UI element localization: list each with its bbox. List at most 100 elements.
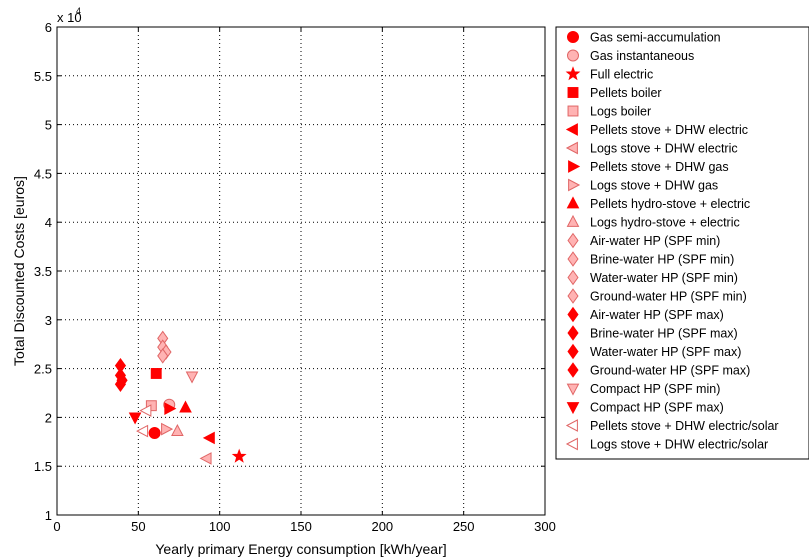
data-point	[199, 452, 212, 465]
legend-label: Pellets stove + DHW gas	[590, 160, 729, 174]
legend-label: Pellets stove + DHW electric	[590, 123, 748, 137]
y-tick-label: 2	[45, 410, 52, 425]
x-tick-label: 300	[534, 519, 556, 534]
legend-item: Ground-water HP (SPF min)	[567, 288, 747, 304]
y-tick-label: 3	[45, 313, 52, 328]
legend-marker	[565, 419, 578, 432]
y-tick-label: 5.5	[34, 69, 52, 84]
legend-item: Air-water HP (SPF min)	[567, 232, 720, 249]
legend-item: Logs stove + DHW electric	[565, 141, 738, 156]
legend-label: Water-water HP (SPF max)	[590, 345, 741, 359]
legend-label: Pellets stove + DHW electric/solar	[590, 419, 779, 433]
legend-item: Full electric	[565, 66, 653, 82]
legend-label: Ground-water HP (SPF min)	[590, 290, 747, 304]
legend-label: Logs stove + DHW electric	[590, 142, 738, 156]
x-tick-label: 150	[290, 519, 312, 534]
legend-marker	[567, 362, 579, 378]
legend-marker	[568, 178, 581, 192]
legend-item: Pellets stove + DHW electric/solar	[565, 419, 779, 433]
legend-item: Ground-water HP (SPF max)	[567, 362, 750, 378]
legend-label: Air-water HP (SPF max)	[590, 308, 724, 322]
y-tick-label: 6	[45, 20, 52, 35]
legend-item: Air-water HP (SPF max)	[567, 306, 724, 323]
legend-marker	[565, 123, 578, 136]
data-point	[171, 423, 184, 436]
legend-item: Brine-water HP (SPF max)	[567, 325, 738, 341]
x-tick-label: 250	[453, 519, 475, 534]
y-tick-label: 2.5	[34, 362, 52, 377]
data-point	[157, 348, 169, 364]
legend-marker	[567, 232, 579, 249]
data-point	[136, 424, 149, 438]
x-axis-label: Yearly primary Energy consumption [kWh/y…	[155, 541, 446, 557]
data-point	[161, 422, 174, 436]
legend-item: Logs hydro-stove + electric	[566, 214, 740, 230]
legend-marker	[567, 306, 579, 323]
legend-item: Brine-water HP (SPF min)	[567, 251, 734, 267]
legend-item: Logs stove + DHW electric/solar	[565, 437, 768, 452]
legend-marker	[567, 105, 579, 117]
legend-marker	[567, 31, 579, 43]
data-point	[150, 368, 162, 379]
legend-box	[555, 26, 809, 460]
data-point	[164, 402, 177, 415]
legend-label: Logs boiler	[590, 105, 651, 119]
legend-marker	[566, 402, 580, 415]
legend-marker	[567, 251, 579, 267]
data-point	[114, 376, 127, 392]
legend-marker	[567, 269, 579, 286]
y-tick-label: 5	[45, 118, 52, 133]
legend-marker	[567, 87, 579, 98]
legend-item: Water-water HP (SPF min)	[567, 269, 738, 286]
legend-item: Compact HP (SPF min)	[566, 382, 720, 396]
data-point	[128, 412, 142, 425]
legend-label: Brine-water HP (SPF min)	[590, 253, 734, 267]
legend-label: Brine-water HP (SPF max)	[590, 327, 738, 341]
y-exponent-power: 4	[76, 6, 81, 16]
y-axis-label: Total Discounted Costs [euros]	[11, 176, 27, 366]
x-tick-label: 100	[209, 519, 231, 534]
legend-marker	[567, 325, 579, 341]
axis-ticks: 0 50 100 150 200 250 300 1 1.5 2 2.5 3 3.5 4 4.5 5 5.5 6	[34, 20, 556, 534]
data-markers	[114, 330, 247, 465]
legend-marker	[568, 160, 581, 173]
legend-item: Logs boiler	[567, 105, 651, 119]
legend-marker	[566, 196, 580, 209]
legend-label: Pellets hydro-stove + electric	[590, 197, 750, 211]
legend-label: Logs stove + DHW gas	[590, 179, 718, 193]
y-tick-label: 4.5	[34, 166, 52, 181]
legend-item: Compact HP (SPF max)	[566, 401, 724, 415]
legend-item: Water-water HP (SPF max)	[567, 343, 741, 360]
legend-label: Pellets boiler	[590, 86, 662, 100]
y-tick-label: 1.5	[34, 459, 52, 474]
legend-item: Pellets boiler	[567, 86, 662, 100]
legend-marker	[567, 288, 579, 304]
legend-item: Gas instantaneous	[567, 49, 694, 63]
data-point	[179, 400, 192, 413]
data-point	[148, 427, 161, 440]
x-tick-label: 200	[371, 519, 393, 534]
data-point	[231, 448, 247, 463]
data-point	[202, 431, 215, 445]
legend-marker	[567, 49, 579, 62]
x-tick-label: 0	[53, 519, 60, 534]
x-tick-label: 50	[131, 519, 145, 534]
data-point	[185, 371, 199, 384]
legend-marker	[565, 141, 578, 155]
legend-label: Air-water HP (SPF min)	[590, 234, 720, 248]
legend-label: Full electric	[590, 68, 653, 82]
data-point	[139, 404, 152, 417]
legend-label: Compact HP (SPF max)	[590, 401, 724, 415]
legend-item: Logs stove + DHW gas	[568, 178, 718, 193]
legend-item: Gas semi-accumulation	[567, 31, 721, 45]
legend-label: Ground-water HP (SPF max)	[590, 364, 750, 378]
legend-marker	[565, 437, 578, 451]
y-tick-label: 1	[45, 508, 52, 523]
legend-label: Logs stove + DHW electric/solar	[590, 438, 768, 452]
legend-marker	[566, 383, 580, 396]
legend-marker	[567, 343, 579, 360]
legend-label: Compact HP (SPF min)	[590, 382, 720, 396]
legend-label: Gas semi-accumulation	[590, 31, 721, 45]
legend: Gas semi-accumulation Gas instantaneous Fu…	[555, 26, 809, 460]
y-exponent-base: x 10	[57, 10, 82, 25]
